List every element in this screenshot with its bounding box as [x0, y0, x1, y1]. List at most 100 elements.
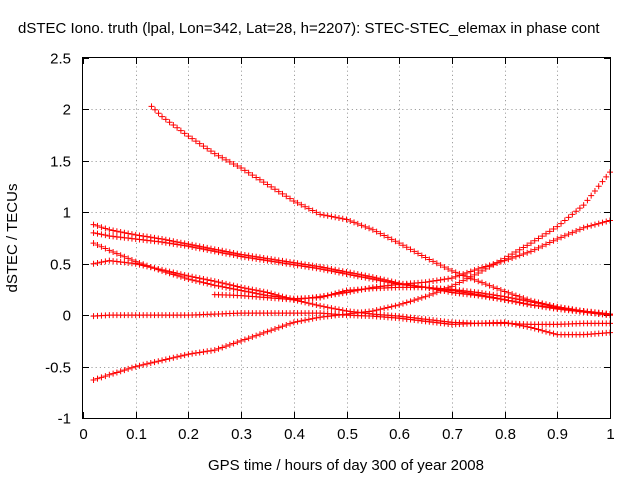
data-point [373, 276, 380, 283]
data-point [486, 282, 493, 289]
data-point [196, 275, 203, 282]
data-point [313, 314, 320, 321]
data-point [362, 285, 369, 292]
data-point [531, 302, 538, 309]
data-point [287, 261, 294, 268]
data-point [599, 219, 606, 226]
data-point [381, 232, 388, 239]
series-track-8 [211, 217, 613, 303]
data-point [445, 266, 452, 273]
data-point [558, 220, 565, 227]
data-point [125, 365, 132, 372]
data-point [539, 243, 546, 250]
data-point [554, 236, 561, 243]
x-tick-label: 0 [79, 426, 87, 443]
data-point [90, 240, 97, 247]
data-point [256, 331, 263, 338]
data-point [159, 266, 166, 273]
data-point [509, 298, 516, 305]
data-point [287, 195, 294, 202]
chart-title: dSTEC Iono. truth (lpal, Lon=342, Lat=28… [18, 20, 600, 37]
data-point [501, 257, 508, 264]
data-point [520, 244, 527, 251]
data-point [268, 327, 275, 334]
data-point [260, 257, 267, 264]
data-point [479, 279, 486, 286]
data-point [328, 213, 335, 220]
data-point [249, 172, 256, 179]
data-point [181, 130, 188, 137]
data-point [407, 298, 414, 305]
data-point [128, 364, 135, 371]
data-point [192, 274, 199, 281]
data-point [207, 148, 214, 155]
data-point [358, 286, 365, 293]
data-point [509, 320, 516, 327]
data-point [238, 165, 245, 172]
data-point [256, 256, 263, 263]
data-point [580, 224, 587, 231]
data-point [591, 221, 598, 228]
data-point [550, 305, 557, 312]
data-point [550, 226, 557, 233]
data-point [415, 295, 422, 302]
data-point [512, 253, 519, 260]
data-point [561, 232, 568, 239]
data-point [143, 263, 150, 270]
data-point [166, 119, 173, 126]
data-point [256, 288, 263, 295]
data-point [332, 268, 339, 275]
x-tick-label: 0.5 [337, 426, 358, 443]
grid-layer [83, 58, 610, 418]
data-point [531, 325, 538, 332]
data-point [403, 299, 410, 306]
data-point [162, 267, 169, 274]
data-point [320, 266, 327, 273]
data-point [162, 356, 169, 363]
data-point [200, 246, 207, 253]
data-point [204, 246, 211, 253]
data-point [148, 103, 155, 110]
data-point [369, 226, 376, 233]
y-tick-label: -0.5 [45, 360, 71, 377]
x-tick-label: 0.8 [495, 426, 516, 443]
data-point [159, 113, 166, 120]
data-point [358, 222, 365, 229]
y-tick-label: 2.5 [50, 51, 71, 68]
data-point [576, 226, 583, 233]
data-point [381, 305, 388, 312]
data-point [174, 353, 181, 360]
data-point [290, 197, 297, 204]
data-point [415, 250, 422, 257]
data-point [151, 359, 158, 366]
series-track-6 [90, 310, 613, 338]
data-point [482, 263, 489, 270]
data-point [399, 300, 406, 307]
data-point [524, 242, 531, 249]
data-point [313, 265, 320, 272]
data-point [102, 245, 109, 252]
data-point [580, 202, 587, 209]
data-point [256, 176, 263, 183]
data-point [177, 352, 184, 359]
data-point [543, 241, 550, 248]
data-point [588, 222, 595, 229]
data-point [430, 290, 437, 297]
data-point [426, 278, 433, 285]
data-point [527, 324, 534, 331]
data-point [230, 160, 237, 167]
data-point [271, 186, 278, 193]
data-point [309, 207, 316, 214]
data-point [223, 280, 230, 287]
data-point [287, 320, 294, 327]
data-point [177, 271, 184, 278]
data-point [106, 226, 113, 233]
data-point [155, 110, 162, 117]
axis-layer: 0 0.1 0.2 0.3 0.4 0.5 0.6 0.7 0.8 0.9 1 -1 -0.5 0 0.5 1… [45, 51, 615, 444]
data-point [505, 256, 512, 263]
data-point [271, 258, 278, 265]
data-point [550, 330, 557, 337]
data-point [490, 261, 497, 268]
data-point [362, 274, 369, 281]
